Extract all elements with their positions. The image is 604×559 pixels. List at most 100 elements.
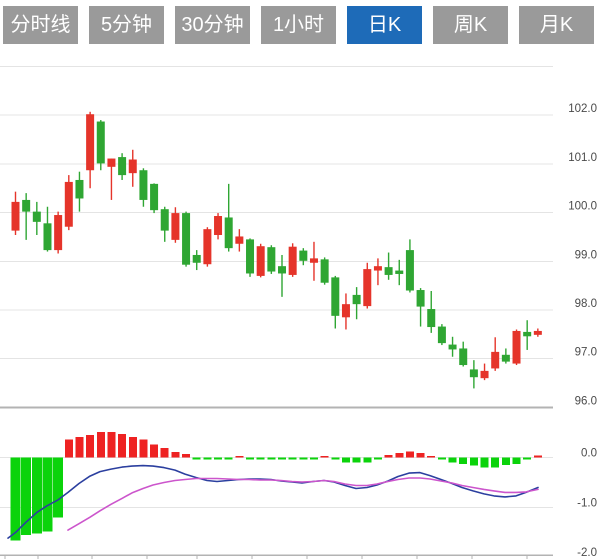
candle-up	[256, 246, 265, 276]
macd-bar-up	[86, 434, 95, 458]
price-axis-labels: 102.0 101.0 100.0 99.0 98.0 97.0 96.0	[568, 103, 597, 407]
macd-bar-down	[10, 457, 21, 541]
candle-down	[267, 247, 276, 272]
tab-1hour[interactable]: 1小时	[261, 6, 336, 44]
candle-down	[150, 183, 159, 211]
macd-bar-up	[416, 453, 425, 458]
candle-down	[246, 239, 255, 274]
macd-bar-down	[352, 457, 361, 463]
tab-weekly-k[interactable]: 周K	[433, 6, 508, 44]
candle-down	[427, 309, 436, 328]
macd-histogram	[10, 431, 542, 541]
macd-bar-up	[139, 439, 148, 458]
macd-bar-down	[267, 457, 276, 460]
price-axis-tick-label: 97.0	[575, 347, 597, 359]
candle-up	[491, 351, 500, 369]
macd-bar-down	[331, 457, 340, 460]
macd-bar-down	[448, 457, 457, 463]
macd-bar-up	[118, 433, 127, 458]
macd-bar-down	[278, 457, 286, 460]
macd-bar-up	[384, 455, 393, 458]
candle-down	[118, 157, 127, 176]
candle-down	[459, 348, 468, 366]
tab-monthly-k[interactable]: 月K	[519, 6, 594, 44]
candle-up	[171, 213, 180, 240]
macd-axis-tick-label: -1.0	[577, 497, 597, 509]
candle-up	[235, 236, 244, 244]
price-grid	[0, 66, 553, 409]
macd-bar-up	[150, 444, 159, 458]
macd-bar-down	[192, 457, 201, 460]
price-axis-tick-label: 99.0	[575, 249, 597, 261]
macd-bar-down	[523, 457, 532, 460]
macd-bar-down	[437, 457, 446, 460]
macd-bar-up	[64, 439, 73, 458]
candles	[11, 111, 542, 389]
candle-down	[192, 254, 201, 263]
candle-down	[352, 294, 361, 305]
macd-grid	[0, 457, 553, 559]
macd-axis-tick-label: -2.0	[577, 547, 597, 559]
candle-down	[331, 277, 340, 316]
tab-5min[interactable]: 5分钟	[89, 6, 164, 44]
candle-up	[203, 229, 212, 265]
candle-up	[512, 330, 521, 364]
candle-up	[373, 266, 382, 271]
candle-down	[320, 259, 329, 283]
macd-bar-up	[182, 454, 191, 458]
macd-bar-up	[96, 431, 105, 458]
macd-bar-up	[235, 456, 244, 458]
macd-bar-down	[224, 457, 233, 460]
candle-up	[288, 246, 297, 275]
macd-bar-up	[128, 436, 137, 458]
macd-bar-down	[512, 457, 521, 465]
macd-bar-down	[341, 457, 350, 463]
macd-bar-up	[427, 456, 436, 458]
macd-dif-line	[7, 464, 539, 539]
macd-bar-down	[459, 457, 468, 465]
candle-up	[533, 330, 542, 335]
candle-down	[75, 179, 84, 199]
macd-axis-labels: 0.0 -1.0 -2.0	[577, 448, 597, 559]
macd-bar-down	[203, 457, 212, 460]
candle-down	[523, 331, 532, 337]
tab-30min[interactable]: 30分钟	[175, 6, 250, 44]
macd-bar-down	[21, 457, 32, 536]
tab-minute-line[interactable]: 分时线	[3, 6, 78, 44]
macd-bar-down	[246, 457, 255, 460]
candle-down	[278, 266, 286, 274]
timeframe-tabbar: 分时线 5分钟 30分钟 1小时 日K 周K 月K	[0, 0, 604, 50]
candle-up	[214, 216, 223, 236]
candle-down	[43, 223, 52, 251]
tab-daily-k[interactable]: 日K	[347, 6, 422, 44]
candle-up	[54, 215, 63, 251]
price-axis-tick-label: 96.0	[575, 395, 597, 407]
candle-up	[86, 114, 95, 171]
candle-up	[363, 269, 372, 307]
macd-bar-down	[256, 457, 265, 460]
macd-bar-up	[160, 447, 169, 458]
macd-bar-down	[53, 457, 64, 518]
macd-bar-down	[491, 457, 500, 468]
candle-down	[139, 170, 148, 200]
macd-bar-down	[288, 457, 297, 460]
candle-down	[395, 270, 404, 274]
candle-down	[160, 209, 169, 231]
candle-down	[224, 217, 233, 249]
macd-bar-down	[31, 457, 42, 534]
macd-bar-down	[309, 457, 318, 460]
macd-bar-down	[480, 457, 489, 468]
candle-down	[22, 199, 31, 212]
macd-bar-down	[373, 457, 382, 460]
candle-down	[501, 354, 510, 362]
macd-bar-up	[107, 431, 116, 458]
candle-down	[416, 290, 425, 307]
candle-up	[11, 201, 20, 231]
macd-axis-tick-label: 0.0	[581, 448, 597, 460]
price-axis-tick-label: 102.0	[568, 103, 597, 115]
macd-bar-up	[395, 453, 404, 458]
macd-bar-up	[533, 455, 542, 458]
macd-bar-down	[42, 457, 53, 532]
macd-bar-up	[75, 436, 84, 458]
